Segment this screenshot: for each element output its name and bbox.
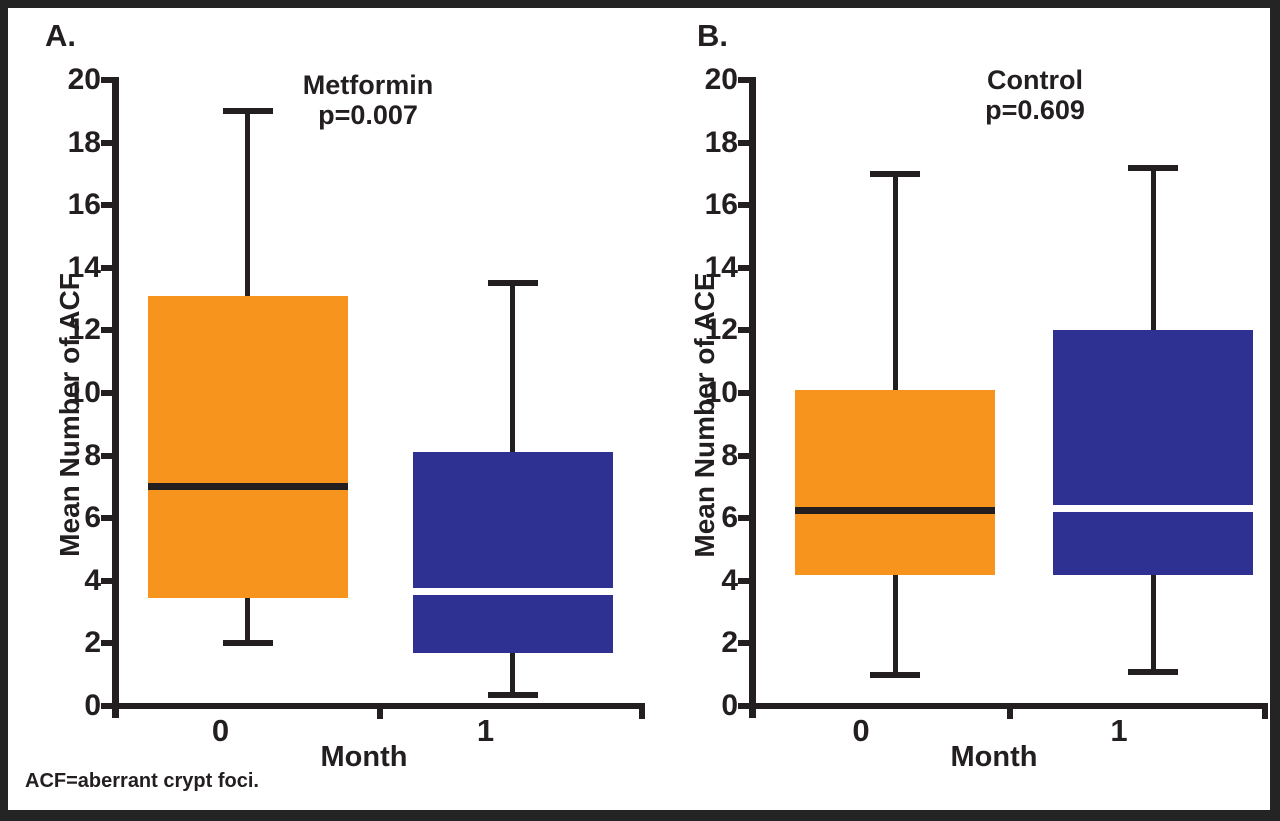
x-tick — [1262, 709, 1268, 719]
panel-b-letter: B. — [697, 18, 728, 53]
y-tick — [100, 703, 112, 709]
box-whisker-cap — [487, 692, 538, 699]
y-tick-label: 2 — [721, 626, 738, 660]
y-tick-label: 4 — [84, 563, 101, 597]
box-rect — [147, 295, 348, 598]
box-rect — [795, 389, 995, 575]
y-tick-label: 12 — [67, 313, 101, 347]
x-category-label: 0 — [852, 713, 870, 748]
x-tick — [639, 709, 645, 719]
x-tick — [377, 709, 383, 719]
panel-a-pvalue: p=0.007 — [318, 100, 418, 130]
y-tick — [100, 264, 112, 271]
y-tick — [100, 452, 112, 459]
x-category-label: 1 — [476, 713, 495, 748]
y-tick — [737, 264, 749, 271]
y-tick — [737, 139, 749, 146]
panel-b-title-text: Control — [987, 65, 1083, 95]
y-tick — [100, 77, 112, 83]
y-tick-label: 0 — [84, 689, 101, 722]
panel-a-letter: A. — [45, 18, 76, 53]
y-tick-label: 16 — [67, 188, 101, 222]
box-whisker-cap — [222, 640, 273, 647]
x-tick — [1007, 709, 1013, 719]
y-tick — [737, 640, 749, 647]
y-tick-label: 18 — [704, 125, 738, 159]
x-axis-line — [748, 703, 1268, 709]
box-median-line — [795, 506, 995, 514]
y-tick-label: 16 — [704, 188, 738, 222]
y-tick — [100, 640, 112, 647]
panel-b-plot-area: 0 2 4 6 8 10 12 14 16 18 20 0 1 — [8, 8, 1270, 810]
box-whisker-cap — [487, 280, 538, 287]
footnote: ACF=aberrant crypt foci. — [25, 770, 259, 792]
y-tick — [100, 515, 112, 522]
box-whisker-cap — [870, 671, 920, 678]
y-axis-line — [748, 77, 756, 718]
y-tick-label: 14 — [704, 250, 738, 284]
box-whisker-cap — [870, 170, 920, 177]
y-tick-label: 14 — [67, 250, 101, 284]
y-tick — [737, 390, 749, 396]
y-tick-label: 8 — [721, 438, 738, 472]
y-tick — [737, 515, 749, 522]
y-tick — [737, 703, 749, 709]
box-median-line — [412, 588, 613, 596]
y-tick — [100, 139, 112, 146]
y-tick — [100, 577, 112, 584]
y-tick-label: 6 — [84, 501, 101, 535]
x-category-label: 0 — [211, 713, 230, 748]
y-tick-label: 8 — [84, 438, 101, 472]
box-whisker-cap — [222, 108, 273, 115]
x-axis-line — [111, 703, 645, 709]
panel-a-plot-area: 0 2 4 6 8 10 12 14 16 18 20 0 1 — [8, 8, 1270, 810]
box-median-line — [147, 483, 348, 491]
y-tick — [737, 327, 749, 334]
y-tick-label: 6 — [721, 501, 738, 535]
y-tick — [100, 327, 112, 334]
y-tick-label: 20 — [67, 63, 101, 96]
box-rect — [412, 452, 613, 653]
panel-b-pvalue: p=0.609 — [985, 95, 1085, 125]
y-tick — [100, 202, 112, 209]
box-whisker-cap — [1128, 668, 1178, 675]
box-whisker-cap — [1128, 164, 1178, 171]
y-tick-label: 2 — [84, 626, 101, 660]
y-tick — [737, 77, 749, 83]
panel-a-x-axis-title: Month — [320, 741, 408, 773]
y-tick — [737, 452, 749, 459]
y-axis-line — [111, 77, 119, 718]
panel-b-title: Control p=0.609 — [985, 65, 1085, 125]
panel-a-title: Metformin p=0.007 — [303, 70, 434, 130]
x-category-label: 1 — [1110, 713, 1128, 748]
panel-a-title-text: Metformin — [302, 70, 434, 100]
y-tick-label: 0 — [721, 689, 738, 722]
y-tick — [737, 202, 749, 209]
y-tick-label: 20 — [704, 63, 738, 96]
y-tick-label: 10 — [67, 376, 101, 409]
panel-b-x-axis-title: Month — [950, 741, 1038, 773]
y-tick-label: 10 — [704, 376, 738, 409]
box-median-line — [1053, 505, 1253, 513]
y-tick-label: 4 — [721, 563, 738, 597]
y-tick — [737, 577, 749, 584]
y-tick — [100, 390, 112, 396]
box-rect — [1053, 330, 1253, 575]
y-tick-label: 12 — [704, 313, 738, 347]
y-tick-label: 18 — [67, 125, 101, 159]
